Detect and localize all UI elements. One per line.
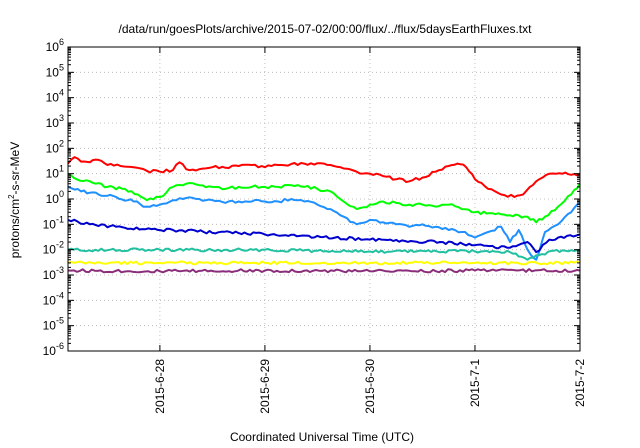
y-tick-exp: -4 [56,290,64,300]
y-tick-label: 10-2 [43,240,64,257]
y-tick-label: 102 [46,138,64,155]
y-tick-exp: -2 [56,240,64,250]
y-tick-exp: 1 [59,164,64,174]
y-tick-base: 10 [46,167,60,181]
series-line-3 [67,185,581,261]
series-group [67,156,581,274]
y-axis: 10-610-510-410-310-210-11001011021031041… [43,37,580,358]
series-line-5 [67,247,581,261]
y-tick-exp: 2 [59,138,64,148]
y-tick-base: 10 [43,319,57,333]
y-tick-label: 10-6 [43,341,64,358]
y-tick-exp: -1 [56,214,64,224]
y-tick-label: 10-5 [43,316,64,333]
x-tick-label: 2015-7-1 [468,359,482,407]
series-line-1 [67,156,581,198]
x-axis: 2015-6-28 2015-6-29 2015-6-30 2015-7-1 2015-… [153,47,587,414]
y-tick-label: 105 [46,62,64,79]
y-tick-label: 103 [46,113,64,130]
y-tick-exp: -5 [56,316,64,326]
y-tick-label: 106 [46,37,64,54]
y-tick-base: 10 [46,40,60,54]
y-tick-base: 10 [46,91,60,105]
y-tick-base: 10 [46,116,60,130]
y-tick-base: 10 [46,141,60,155]
y-tick-exp: 5 [59,62,64,72]
series-line-7 [67,268,581,274]
y-axis-label: protons/cm2-s-sr-MeV [7,142,22,258]
y-tick-base: 10 [43,293,57,307]
x-tick-label: 2015-7-2 [573,359,587,407]
y-tick-exp: -6 [56,341,64,351]
y-tick-label: 104 [46,88,64,105]
x-tick-label: 2015-6-30 [363,359,377,414]
x-axis-label: Coordinated Universal Time (UTC) [230,430,414,444]
y-tick-exp: 0 [59,189,64,199]
series-line-6 [67,260,581,266]
y-tick-base: 10 [46,192,60,206]
y-tick-label: 10-1 [43,214,64,231]
series-line-2 [67,172,581,224]
x-tick-label: 2015-6-29 [258,359,272,414]
y-tick-exp: 3 [59,113,64,123]
x-tick-label: 2015-6-28 [153,359,167,414]
series-line-4 [67,218,581,254]
y-axis-label-sup: 2 [7,194,16,199]
chart-title: /data/run/goesPlots/archive/2015-07-02/0… [119,22,533,36]
y-tick-base: 10 [43,217,57,231]
y-tick-label: 100 [46,189,64,206]
y-tick-label: 10-4 [43,290,64,307]
y-tick-exp: 6 [59,37,64,47]
y-tick-exp: 4 [59,88,64,98]
y-tick-base: 10 [43,268,57,282]
y-axis-label-rest: -s-sr-MeV [8,142,22,195]
y-tick-exp: -3 [56,265,64,275]
y-tick-base: 10 [43,344,57,358]
y-tick-base: 10 [43,243,57,257]
y-tick-label: 101 [46,164,64,181]
y-axis-label-base: protons/cm [8,199,22,258]
y-tick-label: 10-3 [43,265,64,282]
y-tick-base: 10 [46,65,60,79]
